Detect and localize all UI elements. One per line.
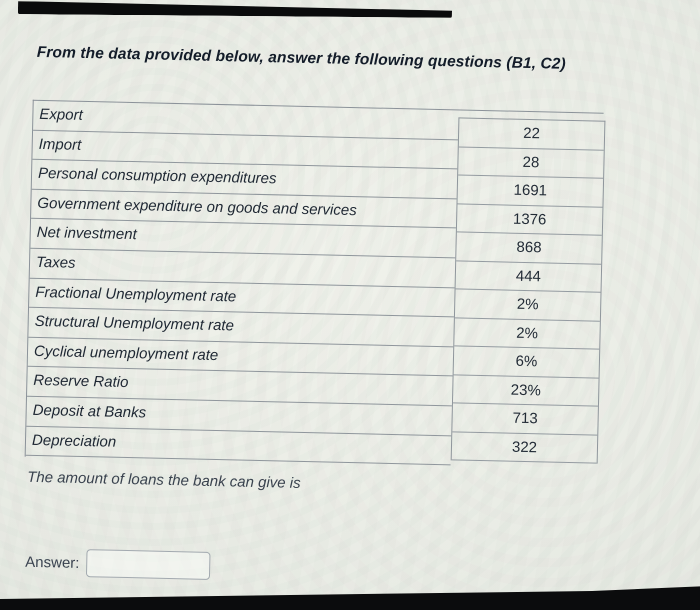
table-row-value: 2% [454,289,601,322]
question-instructions: From the data provided below, answer the… [36,43,566,73]
table-row-value: 6% [453,346,600,379]
answer-row: Answer: [25,547,211,581]
question-text: The amount of loans the bank can give is [26,468,301,492]
table-row-value: 2% [454,317,600,350]
table-row-value: 322 [451,431,598,464]
table-row-value: 22 [458,118,605,151]
table-row-value: 444 [455,260,602,293]
table-row-value: 1376 [456,203,603,236]
table-row-value: 713 [452,403,598,436]
table-row-value: 1691 [457,175,604,208]
answer-input[interactable] [86,549,211,580]
data-table: Export Import Personal consumption expen… [24,99,606,470]
table-values-column: 22 28 1691 1376 868 444 2% 2% 6% 23% 713… [450,117,606,464]
answer-label: Answer: [25,553,80,572]
table-row-value: 868 [456,232,602,265]
table-labels-column: Export Import Personal consumption expen… [25,100,459,466]
table-row-value: 23% [452,374,599,407]
table-row-value: 28 [458,146,604,179]
